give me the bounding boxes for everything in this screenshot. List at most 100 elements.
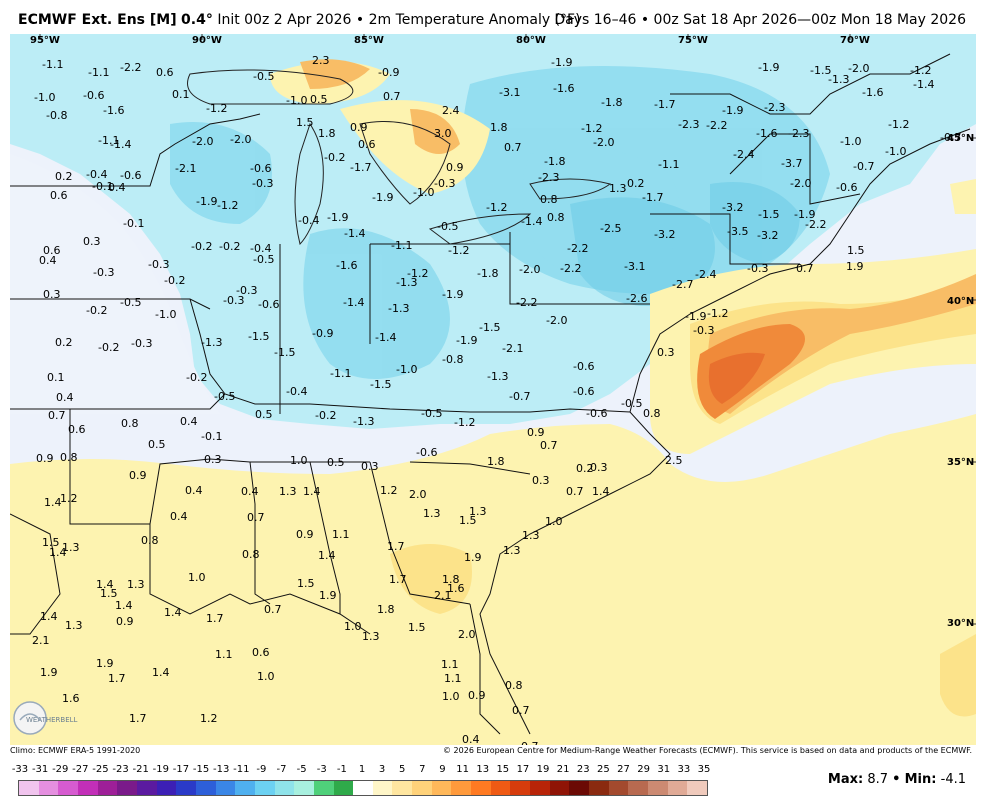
- anomaly-value: 0.7: [796, 262, 814, 275]
- anomaly-value: 1.0: [290, 454, 308, 467]
- anomaly-value: -2.6: [626, 292, 647, 305]
- scale-tick: -23: [112, 764, 129, 775]
- anomaly-value: -1.9: [456, 334, 477, 347]
- anomaly-value: -2.2: [516, 296, 537, 309]
- anomaly-value: 1.5: [297, 577, 315, 590]
- anomaly-value: -0.5: [437, 220, 458, 233]
- anomaly-value: 1.9: [96, 657, 114, 670]
- anomaly-value: 0.2: [55, 170, 73, 183]
- anomaly-value: -1.1: [391, 239, 412, 252]
- anomaly-value: -0.5: [621, 397, 642, 410]
- scale-tick: 27: [617, 764, 630, 775]
- anomaly-value: 1.0: [545, 515, 563, 528]
- anomaly-value: -3.2: [654, 228, 675, 241]
- anomaly-value: 0.4: [180, 415, 198, 428]
- anomaly-value: 1.9: [846, 260, 864, 273]
- anomaly-value: -2.2: [560, 262, 581, 275]
- anomaly-value: -1.1: [658, 158, 679, 171]
- scale-swatch: [136, 781, 157, 795]
- anomaly-value: 2.3: [312, 54, 330, 67]
- anomaly-value: -1.8: [477, 267, 498, 280]
- anomaly-value: 0.7: [504, 141, 522, 154]
- scale-tick: 7: [419, 764, 426, 775]
- scale-tick: 21: [556, 764, 570, 775]
- scale-swatch: [392, 781, 413, 795]
- scale-tick: 3: [378, 764, 386, 775]
- scale-tick: -33: [11, 764, 29, 775]
- anomaly-value: 1.3: [609, 182, 627, 195]
- anomaly-value: 0.7: [264, 603, 282, 616]
- scale-swatch: [589, 781, 609, 795]
- anomaly-value: -1.2: [888, 118, 909, 131]
- anomaly-value: 1.3: [423, 507, 441, 520]
- anomaly-value: 2.1: [32, 634, 50, 647]
- anomaly-value: 1.5: [459, 514, 477, 527]
- anomaly-value: 0.3: [361, 460, 379, 473]
- scale-tick: -29: [52, 764, 69, 775]
- scale-swatch: [353, 781, 373, 795]
- anomaly-value: -0.2: [186, 371, 207, 384]
- anomaly-value: -1.9: [442, 288, 463, 301]
- anomaly-value: -1.1: [42, 58, 63, 71]
- scale-tick: -15: [192, 764, 210, 775]
- anomaly-value: 1.8: [318, 127, 336, 140]
- anomaly-value: 1.5: [100, 587, 118, 600]
- anomaly-value: 0.7: [512, 704, 530, 717]
- anomaly-value: 0.2: [55, 336, 73, 349]
- anomaly-value: -2.2: [567, 242, 588, 255]
- anomaly-value: -3.2: [722, 201, 743, 214]
- anomaly-value: 1.0: [188, 571, 206, 584]
- anomaly-value: -1.4: [110, 138, 131, 151]
- longitude-label: 90°W: [192, 35, 222, 46]
- anomaly-value: -1.0: [885, 145, 906, 158]
- anomaly-value: 1.1: [441, 658, 459, 671]
- anomaly-value: -1.5: [810, 64, 831, 77]
- anomaly-value: -0.6: [258, 298, 279, 311]
- anomaly-value: -1.5: [248, 330, 269, 343]
- anomaly-value: -1.2: [217, 199, 238, 212]
- anomaly-value: 0.7: [383, 90, 401, 103]
- anomaly-value: 1.5: [408, 621, 426, 634]
- scale-swatch: [372, 781, 393, 795]
- anomaly-value: -1.0: [155, 308, 176, 321]
- anomaly-value: -1.2: [707, 307, 728, 320]
- anomaly-value: -0.3: [434, 177, 455, 190]
- anomaly-value: 1.9: [464, 551, 482, 564]
- anomaly-value: -0.6: [573, 360, 594, 373]
- anomaly-value: -1.4: [521, 215, 542, 228]
- anomaly-value: -1.9: [372, 191, 393, 204]
- scale-swatch: [412, 781, 432, 795]
- scale-tick: 11: [456, 764, 469, 775]
- scale-swatch: [294, 781, 314, 795]
- min-value: -4.1: [940, 772, 966, 787]
- anomaly-value: 0.6: [68, 423, 86, 436]
- scale-swatch: [117, 781, 137, 795]
- scale-swatch: [156, 781, 177, 795]
- max-value: 8.7: [867, 772, 889, 787]
- anomaly-value: -0.3: [236, 284, 257, 297]
- anomaly-value: 2.0: [409, 488, 427, 501]
- anomaly-value: 1.4: [152, 666, 170, 679]
- scale-swatch: [97, 781, 118, 795]
- anomaly-value: -1.9: [685, 310, 706, 323]
- anomaly-value: 0.1: [172, 88, 190, 101]
- anomaly-value: -1.9: [758, 61, 779, 74]
- anomaly-value: -2.2: [805, 218, 826, 231]
- scale-swatch: [313, 781, 334, 795]
- scale-swatch: [274, 781, 295, 795]
- anomaly-value: -0.5: [120, 296, 141, 309]
- scale-swatch: [254, 781, 275, 795]
- anomaly-value: -1.1: [98, 134, 119, 147]
- anomaly-value: -0.4: [250, 242, 271, 255]
- anomaly-value: -0.7: [940, 131, 961, 144]
- copyright-note: © 2026 European Centre for Medium-Range …: [443, 746, 972, 755]
- anomaly-value-labels: -1.1-1.1 -2.2 0.62.3-0.9-1.9 -1.9 -1.5 -2.0 -1…: [32, 54, 961, 745]
- scale-tick: -13: [213, 764, 230, 775]
- anomaly-value: -1.5: [274, 346, 295, 359]
- anomaly-value: 0.4: [170, 510, 188, 523]
- scale-swatch: [530, 781, 550, 795]
- anomaly-value: 0.9: [527, 426, 545, 439]
- anomaly-value: 1.7: [387, 540, 405, 553]
- anomaly-value: 0.5: [255, 408, 273, 421]
- anomaly-value: 0.9: [116, 615, 134, 628]
